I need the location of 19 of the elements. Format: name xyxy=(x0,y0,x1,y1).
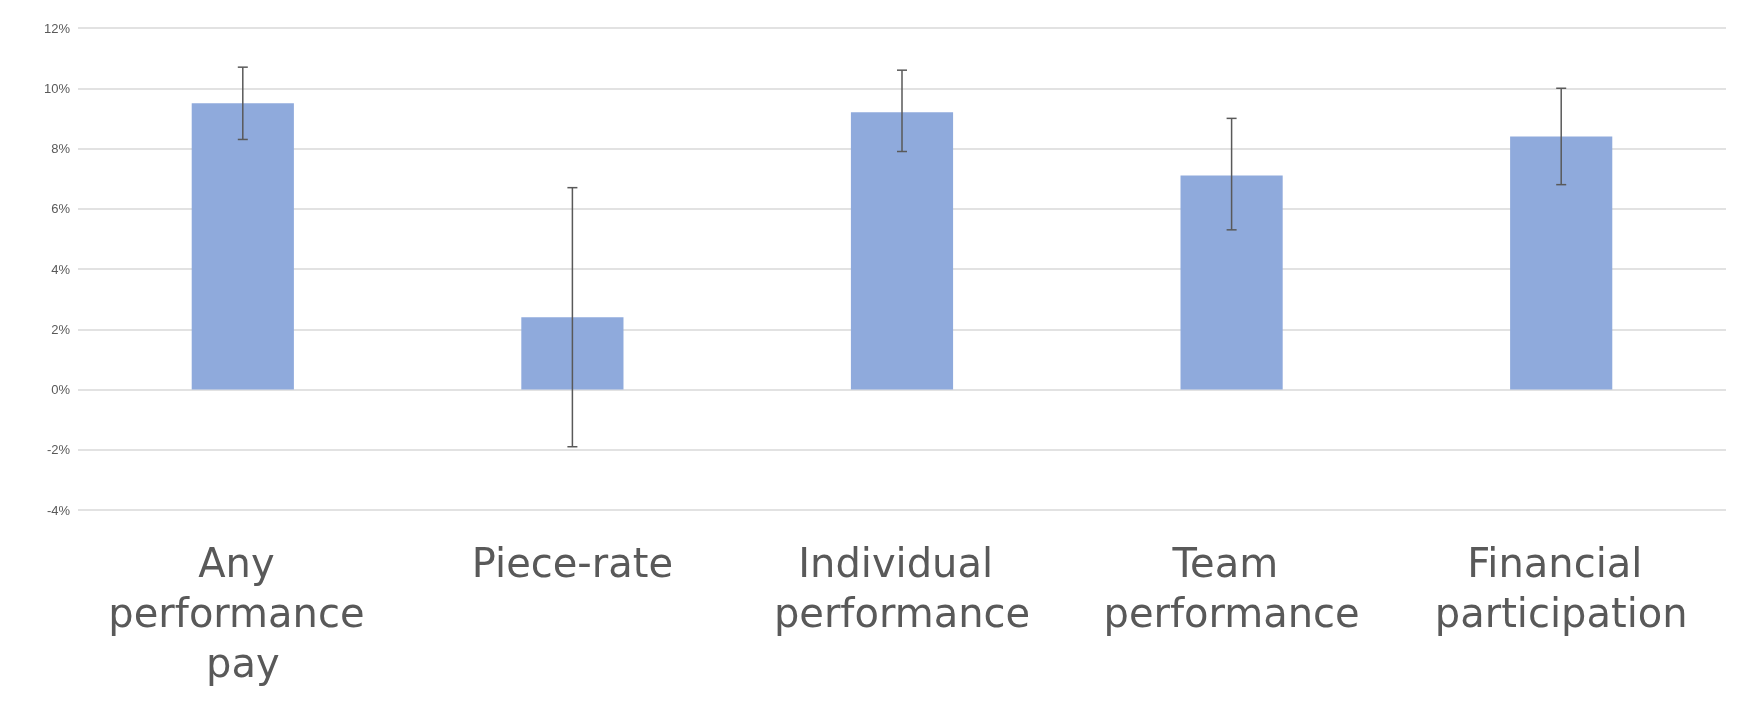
x-tick-label: Any performance pay xyxy=(108,540,378,686)
y-tick-label: 2% xyxy=(51,321,71,337)
bar xyxy=(191,103,294,390)
x-tick-label: Team performance xyxy=(1103,540,1360,636)
y-tick-label: -4% xyxy=(46,502,71,518)
bar xyxy=(850,112,954,390)
bar xyxy=(1180,175,1283,390)
bar xyxy=(1510,136,1613,390)
y-tick-label: -2% xyxy=(46,442,71,458)
y-tick-label: 4% xyxy=(51,261,71,277)
y-tick-label: 10% xyxy=(43,80,71,96)
bar xyxy=(521,317,624,390)
y-tick-label: 8% xyxy=(51,141,71,156)
x-tick-label: Individual performance xyxy=(773,540,1031,636)
x-tick-label: Financial participation xyxy=(1434,540,1688,636)
y-tick-label: 6% xyxy=(51,201,71,217)
y-tick-label: 12% xyxy=(43,20,71,36)
x-tick-label: Piece-rate xyxy=(471,540,674,586)
y-tick-label: 0% xyxy=(51,382,71,397)
